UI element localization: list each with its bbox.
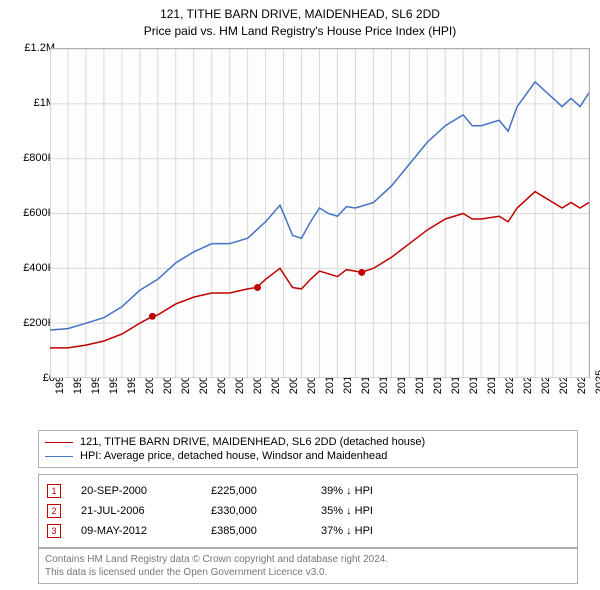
legend-swatch-hpi bbox=[45, 456, 73, 457]
sale-row-2: 2 21-JUL-2006 £330,000 35% ↓ HPI bbox=[47, 501, 569, 521]
sales-box: 1 20-SEP-2000 £225,000 39% ↓ HPI 2 21-JU… bbox=[38, 474, 578, 548]
chart-container: 121, TITHE BARN DRIVE, MAIDENHEAD, SL6 2… bbox=[0, 0, 600, 590]
title-line2: Price paid vs. HM Land Registry's House … bbox=[0, 23, 600, 40]
sale-delta-3: 37% ↓ HPI bbox=[321, 525, 373, 537]
title-block: 121, TITHE BARN DRIVE, MAIDENHEAD, SL6 2… bbox=[0, 0, 600, 40]
x-tick-label: 2025 bbox=[594, 370, 600, 394]
sale-price-3: £385,000 bbox=[211, 525, 301, 537]
sale-delta-2: 35% ↓ HPI bbox=[321, 505, 373, 517]
chart-plot-area bbox=[50, 48, 590, 378]
sale-dot-2 bbox=[254, 284, 261, 291]
sale-date-2: 21-JUL-2006 bbox=[81, 505, 191, 517]
legend-row-price: 121, TITHE BARN DRIVE, MAIDENHEAD, SL6 2… bbox=[45, 435, 571, 449]
sale-marker-3: 3 bbox=[47, 524, 61, 538]
title-line1: 121, TITHE BARN DRIVE, MAIDENHEAD, SL6 2… bbox=[0, 6, 600, 23]
sale-price-1: £225,000 bbox=[211, 485, 301, 497]
sale-row-3: 3 09-MAY-2012 £385,000 37% ↓ HPI bbox=[47, 521, 569, 541]
sale-date-1: 20-SEP-2000 bbox=[81, 485, 191, 497]
sale-date-3: 09-MAY-2012 bbox=[81, 525, 191, 537]
legend-box: 121, TITHE BARN DRIVE, MAIDENHEAD, SL6 2… bbox=[38, 430, 578, 468]
sale-row-1: 1 20-SEP-2000 £225,000 39% ↓ HPI bbox=[47, 481, 569, 501]
sale-dot-1 bbox=[149, 313, 156, 320]
sale-delta-1: 39% ↓ HPI bbox=[321, 485, 373, 497]
chart-svg bbox=[50, 49, 589, 378]
legend-label-hpi: HPI: Average price, detached house, Wind… bbox=[80, 450, 387, 462]
sale-marker-1: 1 bbox=[47, 484, 61, 498]
footer-line1: Contains HM Land Registry data © Crown c… bbox=[45, 553, 571, 566]
footer-line2: This data is licensed under the Open Gov… bbox=[45, 566, 571, 579]
sale-marker-2: 2 bbox=[47, 504, 61, 518]
legend-row-hpi: HPI: Average price, detached house, Wind… bbox=[45, 449, 571, 463]
sale-dot-3 bbox=[358, 269, 365, 276]
legend-label-price: 121, TITHE BARN DRIVE, MAIDENHEAD, SL6 2… bbox=[80, 436, 425, 448]
footer-box: Contains HM Land Registry data © Crown c… bbox=[38, 548, 578, 584]
sale-price-2: £330,000 bbox=[211, 505, 301, 517]
legend-swatch-price bbox=[45, 442, 73, 443]
